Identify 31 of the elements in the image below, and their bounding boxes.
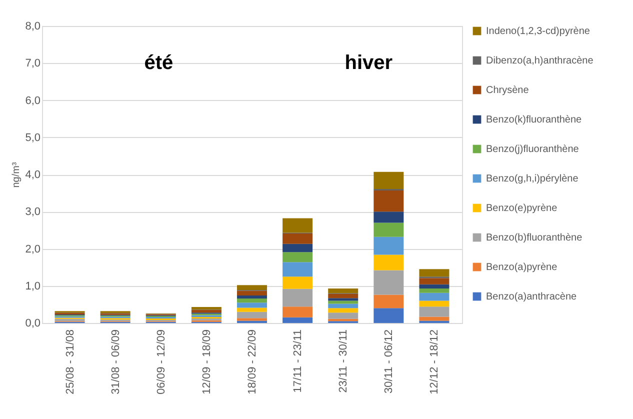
legend-label: Chrysène bbox=[486, 85, 530, 96]
annotation: hiver bbox=[344, 52, 393, 74]
y-tick-label: 3,0 bbox=[25, 206, 40, 218]
legend-label: Benzo(k)fluoranthène bbox=[486, 114, 582, 126]
legend-label: Benzo(a)anthracène bbox=[486, 292, 578, 302]
y-tick-label: 7,0 bbox=[25, 58, 40, 70]
y-tick-label: 5,0 bbox=[25, 132, 40, 144]
y-tick-label: 2,0 bbox=[25, 243, 40, 256]
annotation: été bbox=[144, 52, 174, 74]
legend-label: Benzo(j)fluoranthène bbox=[486, 144, 580, 155]
x-tick-label: 25/08 - 31/08 bbox=[64, 330, 76, 394]
x-tick-label: 31/08 - 06/09 bbox=[110, 330, 122, 394]
y-axis-title: ng/m³ bbox=[11, 162, 22, 188]
legend-label: Benzo(b)fluoranthène bbox=[486, 232, 583, 244]
legend-label: Benzo(e)pyrène bbox=[486, 203, 558, 214]
legend-label: Benzo(a)pyrène bbox=[486, 262, 558, 273]
legend-label: Indeno(1,2,3-cd)pyrène bbox=[486, 26, 590, 37]
y-tick-label: 1,0 bbox=[25, 280, 40, 292]
x-tick-label: 17/11 - 23/11 bbox=[292, 330, 304, 393]
x-tick-label: 12/09 - 18/09 bbox=[200, 330, 213, 394]
x-tick-label: 18/09 - 22/09 bbox=[246, 330, 258, 394]
y-tick-label: 6,0 bbox=[25, 94, 40, 107]
x-tick-label: 23/11 - 30/11 bbox=[338, 330, 350, 393]
y-tick-label: 8,0 bbox=[25, 20, 40, 32]
y-tick-label: 4,0 bbox=[25, 169, 40, 181]
y-tick-label: 0,0 bbox=[25, 318, 40, 330]
x-tick-label: 06/09 - 12/09 bbox=[155, 330, 168, 394]
legend-label: Dibenzo(a,h)anthracène bbox=[486, 56, 594, 66]
x-tick-label: 12/12 - 18/12 bbox=[428, 330, 441, 394]
legend-label: Benzo(g,h,i)pérylène bbox=[486, 174, 579, 184]
x-tick-label: 30/11 - 06/12 bbox=[383, 330, 396, 394]
